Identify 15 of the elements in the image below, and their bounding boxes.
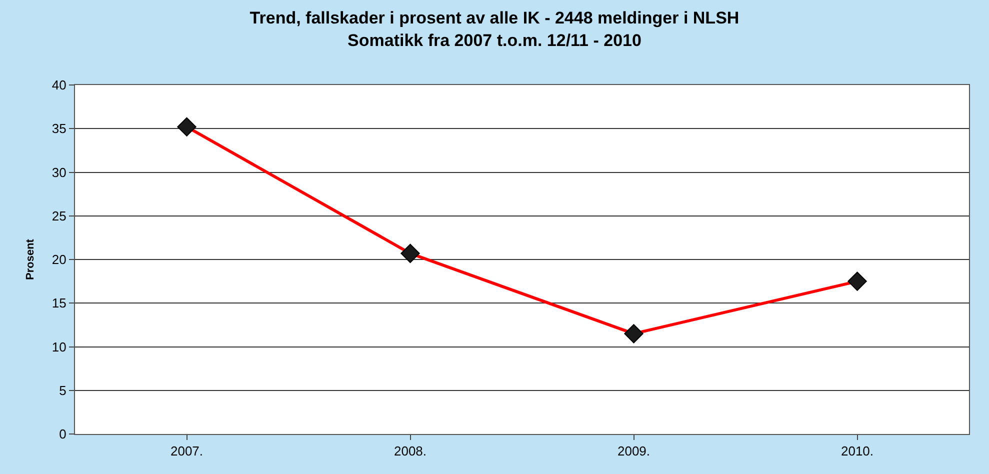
chart-title: Trend, fallskader i prosent av alle IK - 2448 meldinger i NLSH Somatikk fra 2007 t.o.m. 12/11 - 2010 <box>250 8 740 50</box>
y-tick-label: 20 <box>52 252 66 268</box>
y-tick-label: 30 <box>52 164 66 180</box>
y-tick-label: 25 <box>52 208 66 224</box>
x-tick-label: 2007. <box>170 444 204 459</box>
y-tick-label: 10 <box>52 339 66 354</box>
y-tick-label: 35 <box>52 121 66 136</box>
y-tick-label: 40 <box>52 78 66 93</box>
x-tick-label: 2008. <box>394 444 427 459</box>
y-axis-title: Prosent <box>24 238 37 280</box>
y-tick-label: 15 <box>52 296 66 311</box>
x-tick-label: 2010. <box>840 444 874 459</box>
y-tick-label: 5 <box>59 382 66 398</box>
y-tick-label: 0 <box>59 426 66 442</box>
x-tick-label: 2009. <box>617 444 650 459</box>
